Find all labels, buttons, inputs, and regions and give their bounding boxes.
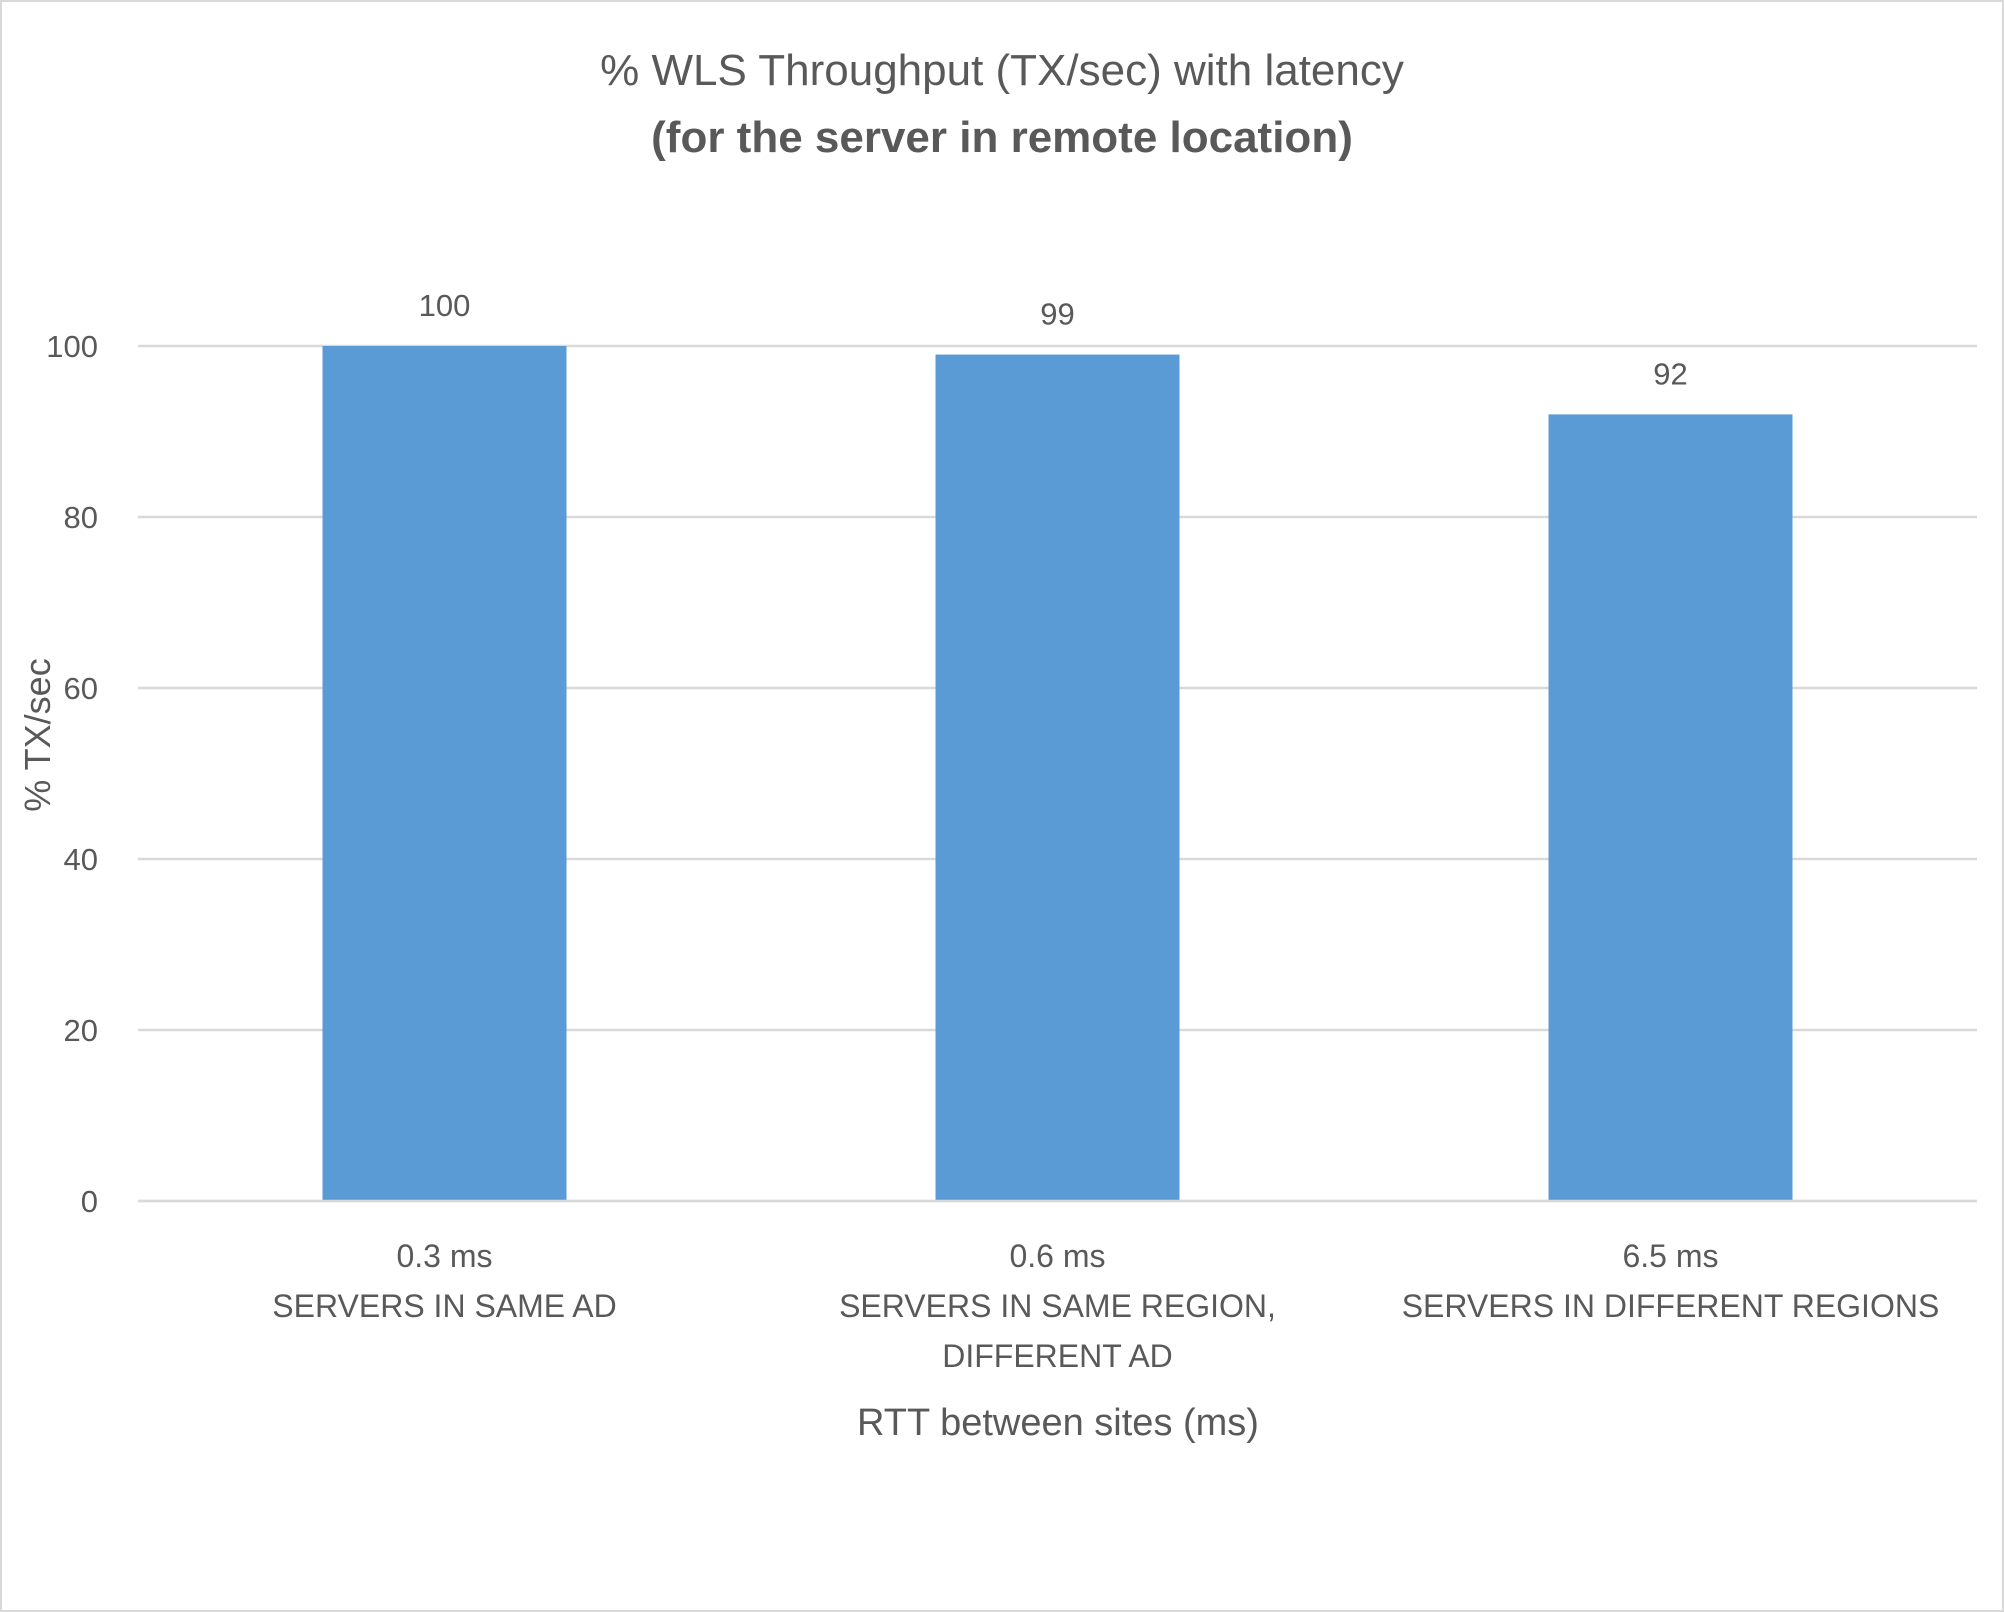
data-label: 100 — [419, 288, 471, 323]
y-tick-label: 0 — [81, 1184, 98, 1219]
y-tick-label: 80 — [64, 500, 98, 535]
x-tick-label: 0.6 ms — [1009, 1238, 1105, 1274]
bar — [322, 346, 567, 1201]
x-tick-label: SERVERS IN DIFFERENT REGIONS — [1402, 1288, 1940, 1324]
y-tick-label: 20 — [64, 1013, 98, 1048]
bar — [1548, 414, 1793, 1201]
x-tick-label: 6.5 ms — [1622, 1238, 1718, 1274]
x-axis-title: RTT between sites (ms) — [857, 1402, 1259, 1444]
y-axis-title: % TX/sec — [17, 658, 58, 811]
data-label: 99 — [1040, 297, 1074, 332]
chart-title: % WLS Throughput (TX/sec) with latency — [600, 46, 1404, 95]
y-tick-label: 40 — [64, 842, 98, 877]
data-label: 92 — [1653, 356, 1687, 391]
x-tick-label: DIFFERENT AD — [942, 1338, 1173, 1374]
bar — [935, 354, 1180, 1201]
x-tick-label: SERVERS IN SAME AD — [272, 1288, 616, 1324]
x-tick-label: SERVERS IN SAME REGION, — [839, 1288, 1276, 1324]
y-tick-label: 100 — [46, 329, 98, 364]
x-tick-label: 0.3 ms — [396, 1238, 492, 1274]
y-tick-label: 60 — [64, 671, 98, 706]
chart-subtitle: (for the server in remote location) — [651, 113, 1353, 162]
